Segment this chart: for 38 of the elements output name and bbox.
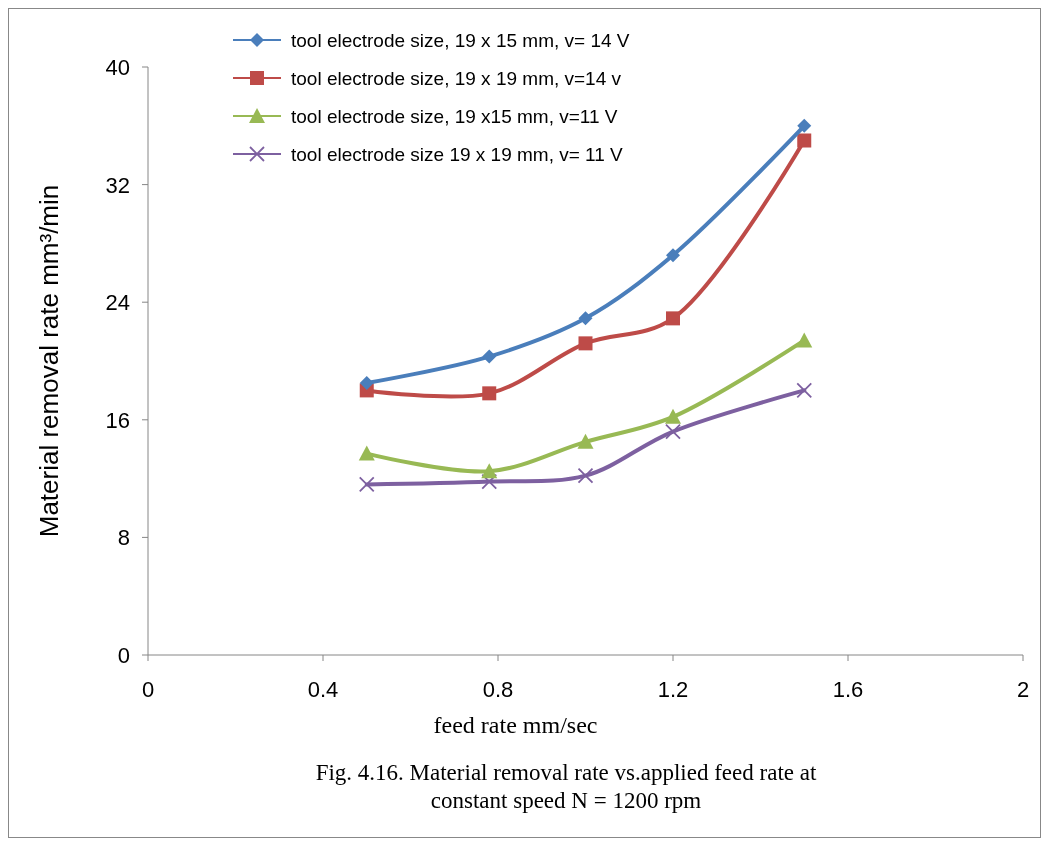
x-tick-label: 1.6: [832, 677, 864, 702]
x-tick-label: 1.2: [657, 677, 689, 702]
point: [797, 133, 812, 148]
legend-label: tool electrode size, 19 x15 mm, v=11 V: [291, 106, 618, 127]
x-tick-label: 0: [141, 677, 155, 702]
y-axis-title: Material removal rate mm³/min: [34, 184, 64, 538]
point: [666, 248, 680, 263]
point: [577, 467, 594, 484]
point: [481, 473, 498, 490]
y-tick-label: 40: [105, 55, 130, 80]
point: [482, 386, 497, 401]
x-tick-label: 2: [1016, 677, 1030, 702]
point: [358, 445, 375, 461]
y-tick-label: 32: [105, 172, 130, 198]
point: [578, 336, 593, 351]
point: [665, 423, 681, 440]
point: [665, 408, 681, 424]
point: [482, 349, 497, 364]
legend-label: tool electrode size 19 x 19 mm, v= 11 V: [291, 144, 624, 165]
x-tick-label: 0.4: [307, 677, 339, 702]
legend-label: tool electrode size, 19 x 19 mm, v=14 v: [291, 68, 622, 89]
point: [481, 463, 498, 479]
point: [577, 433, 594, 449]
y-tick-label: 16: [105, 407, 130, 433]
text: Fig. 4.16. Material removal rate vs.applied feed rate at constant speed N = 1200 rpm: [315, 760, 817, 813]
legend-label: tool electrode size, 19 x 15 mm, v= 14 V: [291, 30, 630, 51]
y-tick-label: 0: [117, 643, 130, 668]
point: [359, 376, 374, 391]
point: [797, 118, 812, 133]
point: [666, 311, 680, 326]
x-tick-label: 0.8: [482, 677, 514, 702]
point: [796, 382, 813, 399]
y-tick-label: 8: [117, 525, 130, 551]
point: [358, 476, 375, 493]
x-axis-title: feed rate mm/sec: [433, 712, 598, 738]
y-tick-label: 24: [105, 290, 130, 316]
point: [796, 332, 813, 348]
point: [578, 311, 593, 326]
